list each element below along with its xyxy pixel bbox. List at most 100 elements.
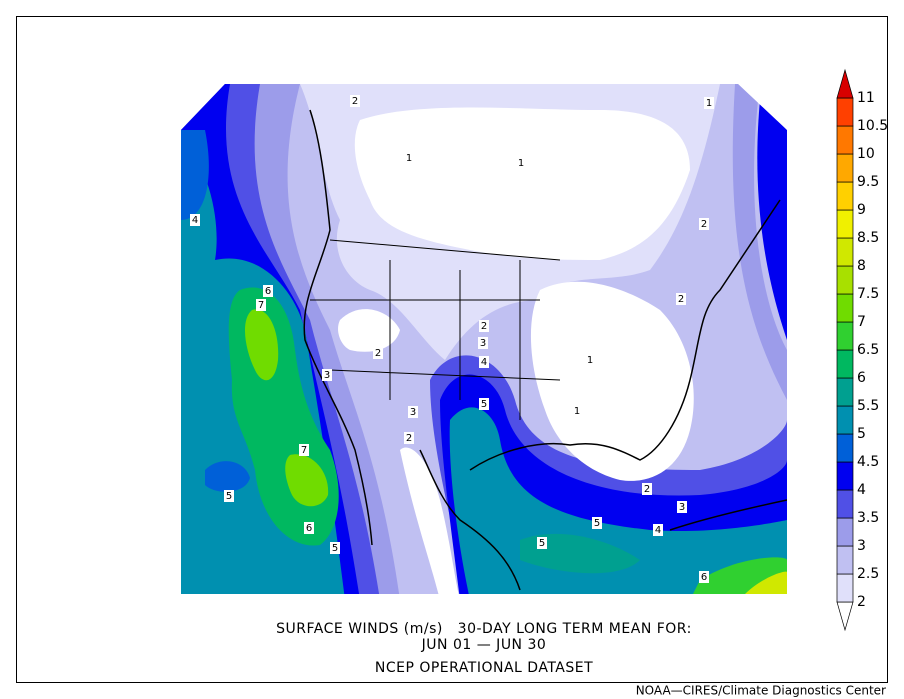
contour-label-box — [299, 444, 309, 456]
contour-label-box — [263, 285, 273, 297]
contour-label: 1 — [706, 98, 712, 109]
contour-label-box — [479, 398, 489, 410]
colorbar-label: 10 — [857, 146, 875, 162]
atlantic-4 — [757, 100, 787, 340]
contour-label: 7 — [301, 445, 307, 456]
atlantic-3 — [732, 84, 787, 400]
contour-label-box — [479, 320, 489, 332]
contour-label: 3 — [480, 338, 486, 349]
colorbar-segment — [836, 461, 854, 491]
mexico-2 — [400, 447, 460, 594]
field-7 — [244, 309, 279, 381]
contour-label: 5 — [332, 543, 338, 554]
contour-label: 1 — [518, 158, 524, 169]
contour-label-box — [479, 356, 489, 368]
contour-label-box — [653, 524, 663, 536]
contour-label: 5 — [539, 538, 545, 549]
colorbar-label: 6.5 — [857, 342, 879, 358]
contour-label: 2 — [644, 484, 650, 495]
contour-label: 4 — [481, 357, 487, 368]
contour-label-box — [322, 369, 332, 381]
colorbar-min — [836, 601, 854, 632]
contour-label-box — [350, 95, 360, 107]
contour-label-box — [408, 406, 418, 418]
colorbar-segment — [836, 433, 854, 463]
title-line-3: NCEP OPERATIONAL DATASET — [375, 660, 593, 676]
contour-label-box — [224, 490, 234, 502]
coastlines — [303, 109, 787, 591]
field-45b — [205, 461, 250, 492]
contour-label: 5 — [594, 518, 600, 529]
colorbar-segment — [836, 405, 854, 435]
contour-label: 6 — [701, 572, 707, 583]
colorbar-segment — [836, 181, 854, 211]
contour-label-box — [572, 405, 582, 417]
contour-label: 2 — [678, 294, 684, 305]
colorbar-segment — [836, 517, 854, 547]
contour-label-box — [592, 517, 602, 529]
contour-label-box — [404, 152, 414, 164]
contour-label-box — [478, 337, 488, 349]
colorbar-segment — [836, 489, 854, 519]
contour-label-box — [642, 483, 652, 495]
colorbar-label: 4.5 — [857, 454, 879, 470]
contour-label-box — [404, 432, 414, 444]
contour-label-box — [256, 299, 266, 311]
contour-label-box — [537, 537, 547, 549]
contour-label: 6 — [265, 286, 271, 297]
contour-label: 2 — [352, 96, 358, 107]
contour-label-box — [704, 97, 714, 109]
west-2 — [338, 309, 400, 352]
colorbar-segment — [836, 265, 854, 295]
contour-label: 5 — [481, 399, 487, 410]
colorbar: 2 2.5 3 3.5 4 4.5 5 5.5 6 6.5 7 7.5 8 8.5 9 9.5 10 10.5 11 — [836, 68, 888, 632]
contour-label: 1 — [406, 153, 412, 164]
contour-label-box — [190, 214, 200, 226]
contour-label: 6 — [306, 523, 312, 534]
contour-label: 2 — [701, 219, 707, 230]
contour-label-box — [585, 354, 595, 366]
colorbar-segment — [836, 573, 854, 603]
colorbar-label: 7.5 — [857, 286, 879, 302]
colorbar-segment — [836, 237, 854, 267]
north-2 — [354, 107, 690, 260]
contour-label: 4 — [192, 215, 198, 226]
colorbar-max — [836, 68, 854, 99]
colorbar-label: 5 — [857, 426, 866, 442]
title-line-1: SURFACE WINDS (m/s) 30-DAY LONG TERM MEA… — [276, 621, 692, 637]
colorbar-segment — [836, 293, 854, 323]
east-2 — [530, 281, 694, 481]
colorbar-segment — [836, 125, 854, 155]
colorbar-segment — [836, 545, 854, 575]
colorbar-segment — [836, 321, 854, 351]
contour-label-box — [373, 347, 383, 359]
contour-label-box — [516, 157, 526, 169]
colorbar-segment — [836, 209, 854, 239]
contour-label-box — [677, 501, 687, 513]
colorbar-segment — [836, 377, 854, 407]
contour-label: 1 — [587, 355, 593, 366]
colorbar-label: 5.5 — [857, 398, 879, 414]
colorbar-label: 10.5 — [857, 118, 888, 134]
west-coast — [303, 109, 373, 546]
contour-label-box — [699, 571, 709, 583]
contour-label: 3 — [324, 370, 330, 381]
colorbar-label: 3 — [857, 538, 866, 554]
colorbar-label: 9.5 — [857, 174, 879, 190]
colorbar-label: 6 — [857, 370, 866, 386]
contour-label-box — [699, 218, 709, 230]
field-45 — [181, 130, 209, 220]
colorbar-segment — [836, 97, 854, 127]
colorbar-label: 2 — [857, 594, 866, 610]
colorbar-label: 3.5 — [857, 510, 879, 526]
frame — [16, 16, 888, 683]
contour-label: 3 — [410, 407, 416, 418]
colorbar-label: 4 — [857, 482, 866, 498]
title-line-2: JUN 01 — JUN 30 — [421, 637, 547, 653]
contour-label: 2 — [481, 321, 487, 332]
cuba — [669, 499, 787, 531]
contour-label: 4 — [655, 525, 661, 536]
